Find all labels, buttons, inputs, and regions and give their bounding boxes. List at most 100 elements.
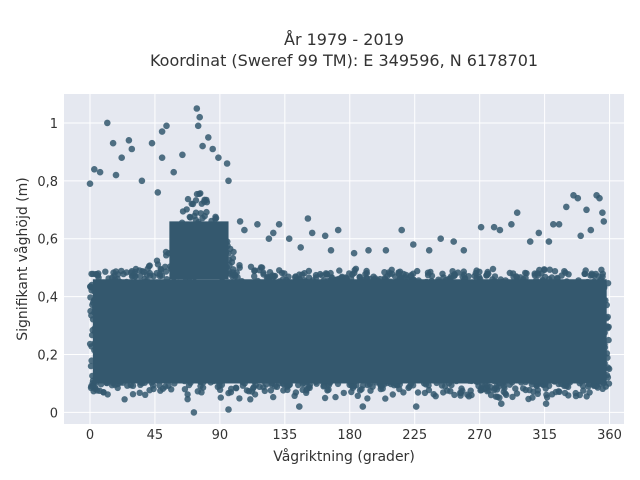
dense-point [510,273,517,280]
data-point [600,218,608,225]
data-point [148,139,156,147]
dense-point [451,391,458,399]
data-point [118,154,125,161]
data-point [542,400,550,408]
y-tick-label: 0,4 [37,291,58,306]
data-point [265,235,273,242]
data-point [550,221,557,228]
data-point [460,247,468,254]
data-point [477,223,485,231]
dense-point [267,387,275,394]
dense-point [473,267,480,274]
data-point [410,241,417,248]
dense-point [321,394,329,402]
dense-point [354,392,361,399]
data-point [128,145,136,153]
data-point [297,244,305,251]
dense-point [580,387,587,394]
data-point [398,226,406,234]
dense-point [552,388,559,396]
data-point [382,247,390,254]
dense-point [305,267,313,275]
dense-point [198,200,205,207]
dense-point [165,382,172,389]
dense-point [477,387,484,394]
data-point [365,247,372,254]
data-point [425,247,433,254]
data-point [193,105,201,112]
data-point [209,145,216,153]
dense-point [323,271,330,278]
dense-point [239,382,247,389]
x-axis-label: Vågriktning (grader) [273,448,415,465]
data-point [112,171,120,179]
dense-point [605,323,612,331]
dense-point [534,270,541,277]
dense-point [599,273,606,280]
dense-point [296,271,303,278]
dense-point [414,389,422,396]
dense-point [582,267,589,274]
dense-point [543,394,551,401]
dense-point [489,265,497,273]
dense-point [233,269,240,276]
dense-point [519,385,527,392]
data-point [158,154,166,161]
x-tick-label: 180 [337,428,362,443]
dense-point [526,386,533,394]
dense-point [356,274,363,281]
dense-point-cloud [86,190,613,403]
x-axis-ticks: 0 45 90 135 180 225 270 315 360 [86,428,622,443]
data-point [350,249,358,257]
dense-point [447,388,454,395]
dense-point [187,214,194,221]
dense-point [87,362,95,370]
y-axis-label: Signifikant våghöjd (m) [14,177,31,340]
dense-point [156,382,163,389]
data-point [285,235,293,242]
dense-core [92,279,607,384]
dense-point [369,383,376,390]
dense-point [303,387,310,394]
data-point [545,238,553,245]
dense-point [588,270,595,277]
dense-point [276,267,283,274]
dense-point [142,391,149,398]
dense-point [336,267,343,274]
dense-point [572,392,580,400]
data-point [270,229,277,237]
dense-point [128,268,136,275]
dense-point [129,391,137,398]
dense-point [196,190,203,198]
dense-point [256,383,263,390]
dense-point [590,382,598,389]
dense-point [381,269,388,276]
data-point [86,180,94,187]
dense-point [94,387,101,394]
data-point [275,221,283,228]
data-point [96,168,104,176]
dense-point [525,395,532,403]
y-tick-label: 0 [50,406,58,421]
dense-point [162,268,170,275]
dense-point [382,395,389,402]
dense-point [258,264,266,271]
dense-point [192,209,200,216]
data-point [513,209,521,216]
dense-point [495,383,502,390]
dense-point [561,268,568,275]
y-tick-label: 1 [50,117,58,132]
dense-point [229,254,237,262]
dense-point [551,268,559,275]
dense-point [217,394,224,401]
x-tick-label: 360 [597,428,622,443]
dense-point [605,336,612,344]
dense-point [451,272,458,279]
dense-point [189,200,197,208]
data-point [327,247,335,254]
dense-point [100,389,107,396]
y-axis-ticks: 0 0,2 0,4 0,6 0,8 1 [37,117,58,421]
dense-point [338,273,346,280]
dense-point [353,382,360,389]
dense-point [438,382,446,389]
